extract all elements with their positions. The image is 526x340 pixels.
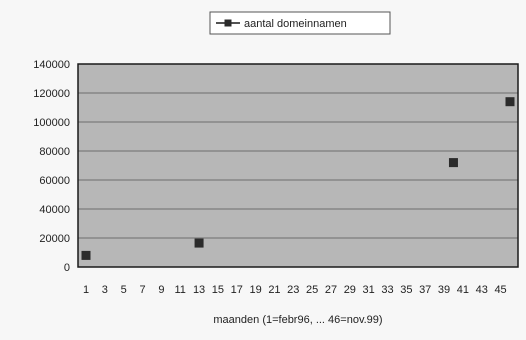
x-tick-label: 29 bbox=[344, 284, 356, 296]
y-tick-label: 20000 bbox=[39, 233, 70, 245]
x-tick-label: 43 bbox=[476, 284, 488, 296]
data-points bbox=[81, 97, 515, 260]
x-tick-label: 23 bbox=[287, 284, 299, 296]
data-point-0-0 bbox=[81, 250, 91, 260]
y-tick-label: 100000 bbox=[33, 117, 70, 129]
y-tick-label: 120000 bbox=[33, 88, 70, 100]
x-tick-label: 11 bbox=[175, 284, 186, 296]
x-tick-label: 13 bbox=[193, 284, 205, 296]
x-axis-ticks: 1 3 5 7 9 11 13 15 17 19 21 23 25 27 29 31 33 35 37 39 41 43 4… bbox=[83, 284, 507, 296]
data-point-0-1 bbox=[194, 238, 204, 248]
y-tick-label: 0 bbox=[64, 262, 70, 274]
x-tick-label: 45 bbox=[494, 284, 506, 296]
y-tick-label: 60000 bbox=[39, 175, 70, 187]
y-tick-label: 40000 bbox=[39, 204, 70, 216]
data-point-0-3 bbox=[505, 97, 515, 107]
x-tick-label: 15 bbox=[212, 284, 224, 296]
x-tick-label: 21 bbox=[268, 284, 280, 296]
y-tick-label: 140000 bbox=[33, 59, 70, 71]
x-tick-label: 17 bbox=[231, 284, 243, 296]
x-tick-label: 19 bbox=[249, 284, 261, 296]
legend-marker bbox=[224, 19, 232, 27]
legend: aantal domeinnamen bbox=[209, 11, 391, 35]
x-tick-label: 9 bbox=[158, 284, 164, 296]
x-tick-label: 1 bbox=[83, 284, 89, 296]
y-axis-ticks: 0 20000 40000 60000 80000 100000 120000 140000 bbox=[33, 59, 70, 274]
x-tick-label: 3 bbox=[102, 284, 108, 296]
gridlines bbox=[78, 92, 518, 239]
legend-label: aantal domeinnamen bbox=[244, 18, 347, 30]
plot-frame bbox=[77, 63, 519, 268]
x-tick-label: 39 bbox=[438, 284, 450, 296]
x-tick-label: 7 bbox=[139, 284, 145, 296]
x-tick-label: 25 bbox=[306, 284, 318, 296]
x-tick-label: 37 bbox=[419, 284, 431, 296]
x-tick-label: 35 bbox=[400, 284, 412, 296]
x-tick-label: 27 bbox=[325, 284, 337, 296]
x-tick-label: 41 bbox=[457, 284, 469, 296]
x-tick-label: 5 bbox=[121, 284, 127, 296]
y-tick-label: 80000 bbox=[39, 146, 70, 158]
x-tick-label: 33 bbox=[381, 284, 393, 296]
legend-box bbox=[209, 11, 391, 35]
plot-area bbox=[78, 64, 518, 267]
data-point-0-2 bbox=[448, 158, 458, 168]
x-axis-title: maanden (1=febr96, ... 46=nov.99) bbox=[213, 314, 382, 326]
x-tick-label: 31 bbox=[363, 284, 375, 296]
